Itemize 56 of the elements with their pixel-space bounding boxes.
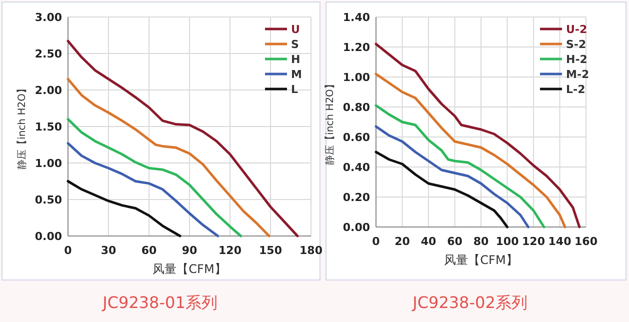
y-tick-label: 3.00 [34, 11, 62, 24]
y-axis-title: 静压【inch H2O】 [16, 84, 28, 170]
x-tick-label: 150 [259, 244, 282, 257]
x-tick-label: 80 [473, 235, 489, 248]
y-tick-label: 0.00 [342, 221, 370, 234]
line-series [66, 78, 270, 238]
x-tick-label: 120 [218, 244, 242, 257]
x-tick-label: 20 [394, 235, 410, 248]
y-tick-label: 0.50 [34, 194, 62, 206]
y-tick-label: 1.40 [342, 11, 370, 24]
line-series [374, 72, 566, 228]
y-tick-label: 2.50 [34, 48, 62, 60]
line-series [66, 40, 299, 238]
y-tick-label: 1.00 [342, 71, 370, 84]
y-tick-label: 0.80 [342, 101, 370, 114]
y-tick-label: 2.00 [34, 84, 62, 97]
x-tick-label: 90 [182, 244, 198, 257]
legend-label: U-2 [566, 23, 588, 36]
x-tick-label: 160 [574, 235, 598, 248]
legend-label: H [291, 53, 300, 66]
text: JC9238-02系列 [412, 293, 528, 312]
y-tick-label: 1.00 [34, 157, 62, 170]
y-tick-label: 0.60 [342, 131, 370, 144]
legend-label: S-2 [566, 38, 586, 51]
x-axis-title: 风量【CFM】 [152, 262, 226, 276]
x-axis-title: 风量【CFM】 [444, 253, 518, 267]
x-tick-label: 140 [548, 235, 572, 248]
x-tick-label: 100 [496, 235, 520, 248]
y-tick-label: 1.50 [34, 120, 62, 134]
legend-label: M-2 [566, 68, 590, 81]
legend-label: L-2 [566, 83, 586, 96]
legend-label: S [291, 38, 299, 51]
x-tick-label: 30 [100, 244, 116, 257]
y-axis-title: 静压【inch H2O】 [324, 79, 336, 165]
y-tick-label: 0.20 [342, 191, 370, 204]
x-tick-label: 0 [372, 235, 380, 248]
legend-label: L [291, 83, 298, 96]
line-series [66, 118, 242, 238]
x-tick-label: 60 [447, 235, 463, 248]
x-tick-label: 40 [420, 235, 436, 248]
x-tick-label: 0 [64, 244, 72, 257]
y-tick-label: 0.40 [342, 161, 370, 174]
line-series [374, 150, 508, 228]
text: JC9238-01系列 [102, 293, 218, 312]
line-series [66, 180, 182, 238]
legend-label: U [291, 23, 300, 36]
line-series [374, 125, 530, 228]
legend-label: M [291, 68, 302, 81]
x-tick-label: 120 [522, 235, 546, 248]
legend-label: H-2 [566, 53, 588, 66]
y-tick-label: 0.00 [34, 230, 62, 243]
x-tick-label: 60 [141, 244, 157, 257]
x-tick-label: 180 [300, 244, 323, 257]
line-series [374, 104, 546, 228]
y-tick-label: 1.20 [342, 41, 370, 54]
line-series [66, 142, 220, 238]
